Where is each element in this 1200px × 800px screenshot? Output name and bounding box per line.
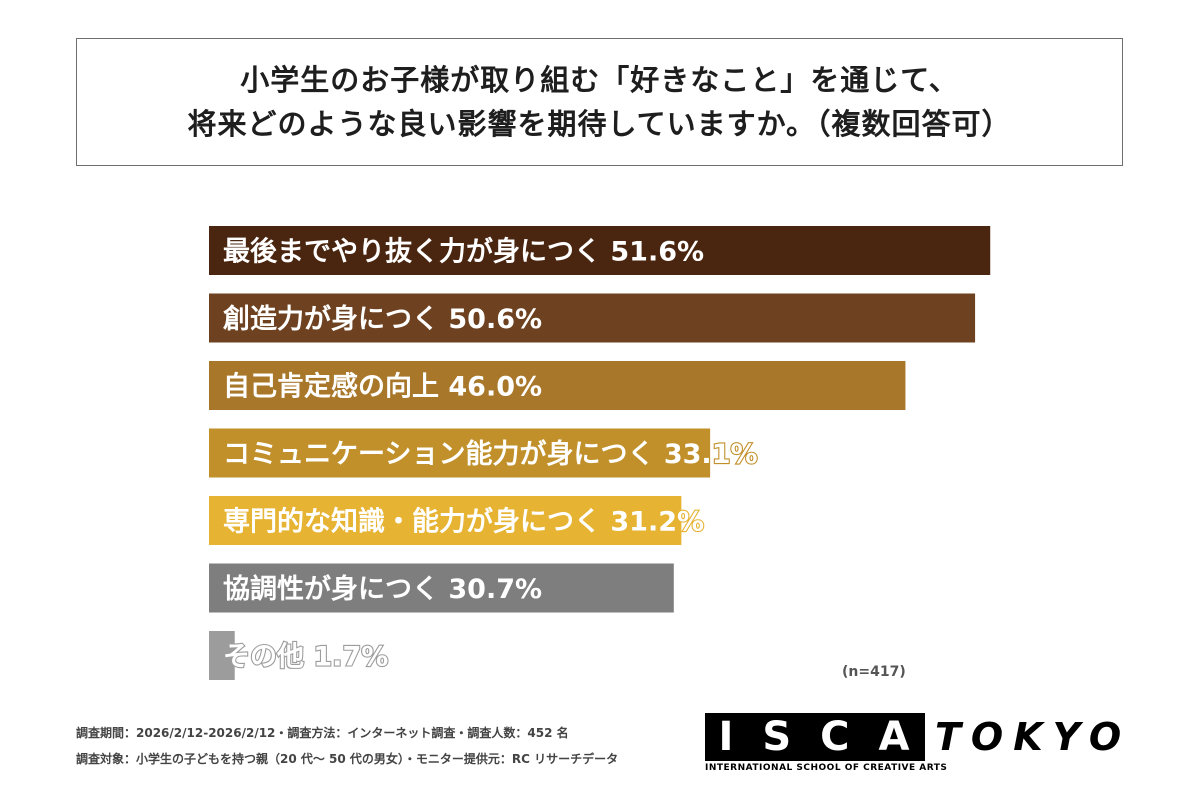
- bar-label: 協調性が身につく 30.7%: [223, 573, 542, 605]
- logo-letter-box: I S C A: [705, 713, 925, 761]
- bar: [209, 563, 674, 613]
- footer-survey-target: 調査対象：小学生の子どもを持つ親（20 代～ 50 代の男女）・モニター提供元：…: [76, 752, 619, 766]
- bar: [209, 496, 682, 545]
- logo-subtitle: INTERNATIONAL SCHOOL OF CREATIVE ARTS: [705, 763, 948, 773]
- bar: [209, 293, 976, 343]
- bar: [209, 361, 906, 410]
- bar: [209, 226, 991, 275]
- logo-letter: A: [878, 714, 912, 760]
- chart-title-line-2: 将来どのような良い影響を期待していますか。（複数回答可）: [187, 107, 1012, 141]
- bar-label: 専門的な知識・能力が身につく 31.2%: [223, 506, 704, 538]
- sample-size-label: (n=417): [842, 664, 906, 680]
- bar-label: 最後までやり抜く力が身につく 51.6%: [223, 236, 704, 268]
- bar-label: コミュニケーション能力が身につく 33.1%: [223, 438, 758, 470]
- logo-city: TOKYO: [935, 715, 1132, 759]
- bar: [209, 631, 235, 680]
- bar: [209, 428, 711, 478]
- chart-title-line-1: 小学生のお子様が取り組む「好きなこと」を通じて、: [240, 63, 959, 97]
- logo-letter: C: [820, 714, 852, 760]
- logo-letter: S: [762, 714, 794, 760]
- isca-tokyo-logo: I S C A INTERNATIONAL SCHOOL OF CREATIVE…: [705, 713, 1125, 773]
- logo-letter: I: [718, 714, 736, 760]
- chart-title-box: 小学生のお子様が取り組む「好きなこと」を通じて、 将来どのような良い影響を期待し…: [76, 38, 1123, 166]
- bar-label: 創造力が身につく 50.6%: [223, 303, 542, 335]
- footer-survey-info: 調査期間：2026/2/12-2026/2/12・調査方法：インターネット調査・…: [76, 726, 569, 740]
- bar-label: その他 1.7%: [223, 642, 388, 673]
- bar-label: 自己肯定感の向上 46.0%: [223, 371, 542, 403]
